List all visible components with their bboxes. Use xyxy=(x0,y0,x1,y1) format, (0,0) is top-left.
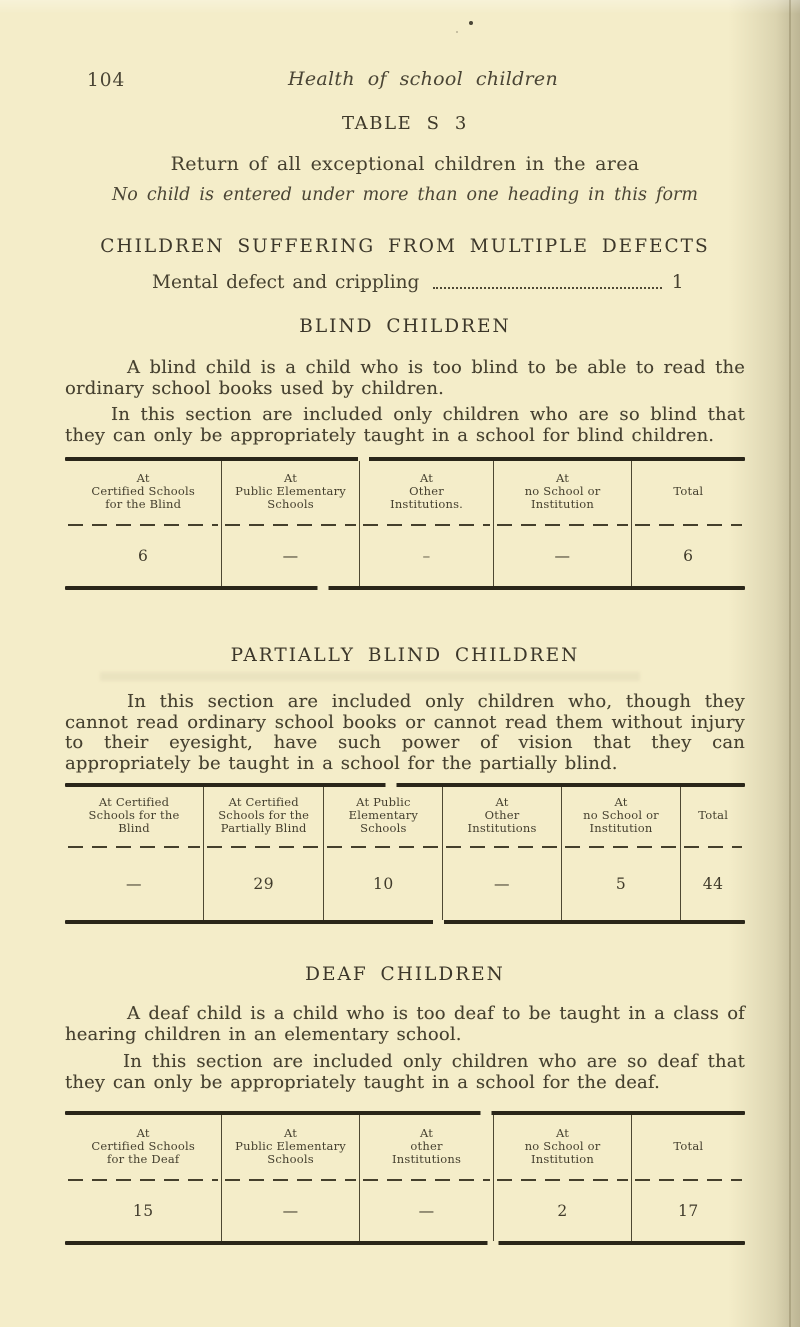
table-value: — xyxy=(418,1202,435,1220)
table-value: — xyxy=(494,875,511,893)
header-separator-rule xyxy=(564,846,678,848)
column-header: At Other Institutions xyxy=(467,795,537,835)
entry-label: Mental defect and crippling xyxy=(152,272,420,293)
header-separator-rule xyxy=(634,1179,742,1181)
page-edge-shadow xyxy=(789,0,791,1327)
ink-speck xyxy=(456,31,458,33)
table-value: – xyxy=(422,547,431,565)
page-number: 104 xyxy=(87,70,126,91)
table-bottom-rule xyxy=(65,1241,745,1245)
header-separator-rule xyxy=(362,524,491,526)
column-header: Total xyxy=(673,484,704,498)
dotted-leader xyxy=(433,281,662,289)
table-value: 6 xyxy=(683,547,694,565)
header-separator-rule xyxy=(634,524,742,526)
table-value: 17 xyxy=(677,1202,699,1220)
table-value: — xyxy=(282,1202,299,1220)
column-header: At Public Elementary Schools xyxy=(235,1125,346,1166)
table-value: — xyxy=(554,547,571,565)
column-header: At Certified Schools for the Blind xyxy=(91,471,196,511)
header-separator-rule xyxy=(497,1179,628,1181)
blind-scope-paragraph: In this section are included only childr… xyxy=(65,404,745,446)
table-bottom-rule xyxy=(65,586,745,590)
table-top-rule xyxy=(65,1111,745,1115)
deaf-scope-paragraph: In this section are included only childr… xyxy=(65,1051,745,1093)
table-value: — xyxy=(126,875,143,893)
table-value: — xyxy=(282,547,299,565)
deaf-definition-paragraph: A deaf child is a child who is too deaf … xyxy=(65,1003,745,1045)
header-separator-rule xyxy=(684,846,742,848)
table-value: 15 xyxy=(132,1202,154,1220)
table-top-rule xyxy=(65,457,745,461)
table-label: TABLE S 3 xyxy=(342,113,468,134)
table-value: 44 xyxy=(702,875,724,893)
subtitle: Return of all exceptional children in th… xyxy=(170,153,640,175)
column-header: At no School or Institution xyxy=(583,795,659,835)
header-separator-rule xyxy=(225,524,356,526)
column-header: At other Institutions xyxy=(392,1125,462,1166)
column-header: At no School or Institution xyxy=(524,471,601,511)
ink-speck xyxy=(469,21,473,25)
column-header: Total xyxy=(673,1138,704,1153)
header-separator-rule xyxy=(225,1179,356,1181)
header-separator-rule xyxy=(207,846,321,848)
section-heading-deaf: DEAF CHILDREN xyxy=(305,964,505,985)
column-header: At Certified Schools for the Partially B… xyxy=(218,795,310,835)
column-header: At Certified Schools for the Blind xyxy=(88,795,180,835)
table-value: 10 xyxy=(373,875,394,893)
header-separator-rule xyxy=(68,1179,219,1181)
column-header: At Public Elementary Schools xyxy=(348,795,419,835)
partially-blind-scope-paragraph: In this section are included only childr… xyxy=(65,691,745,774)
running-title: Health of school children xyxy=(287,68,559,90)
header-separator-rule xyxy=(327,846,440,848)
table-top-rule xyxy=(65,783,745,787)
blind-definition-paragraph: A blind child is a child who is too blin… xyxy=(65,357,745,399)
table-value: 5 xyxy=(615,875,627,893)
entry-value: 1 xyxy=(671,272,684,293)
blind-table: At Certified Schools for the Blind 6 At … xyxy=(65,457,745,590)
multiple-defects-entry: Mental defect and crippling 1 xyxy=(152,272,684,293)
table-body: At Certified Schools for the Blind 6 At … xyxy=(65,461,745,586)
note-line: No child is entered under more than one … xyxy=(111,185,699,205)
header-separator-rule xyxy=(446,846,558,848)
show-through-smudge xyxy=(100,672,640,681)
section-heading-blind: BLIND CHILDREN xyxy=(299,316,511,337)
header-separator-rule xyxy=(68,524,219,526)
header-separator-rule xyxy=(497,524,628,526)
partially-blind-table: At Certified Schools for the Blind — At … xyxy=(65,783,745,924)
table-value: 2 xyxy=(557,1202,568,1220)
column-header: At no School or Institution xyxy=(524,1125,601,1166)
header-separator-rule xyxy=(68,846,201,848)
table-body: At Certified Schools for the Blind — At … xyxy=(65,787,745,920)
table-value: 6 xyxy=(138,547,149,565)
column-header: Total xyxy=(698,808,729,822)
table-value: 29 xyxy=(253,875,275,893)
section-heading-multiple-defects: CHILDREN SUFFERING FROM MULTIPLE DEFECTS xyxy=(100,236,710,257)
column-header: At Other Institutions. xyxy=(390,471,464,511)
table-bottom-rule xyxy=(65,920,745,924)
header-separator-rule xyxy=(362,1179,491,1181)
column-header: At Public Elementary Schools xyxy=(235,471,346,511)
section-heading-partially-blind: PARTIALLY BLIND CHILDREN xyxy=(230,645,580,666)
table-body: At Certified Schools for the Deaf 15 At … xyxy=(65,1115,745,1241)
column-header: At Certified Schools for the Deaf xyxy=(91,1125,196,1166)
deaf-table: At Certified Schools for the Deaf 15 At … xyxy=(65,1111,745,1245)
